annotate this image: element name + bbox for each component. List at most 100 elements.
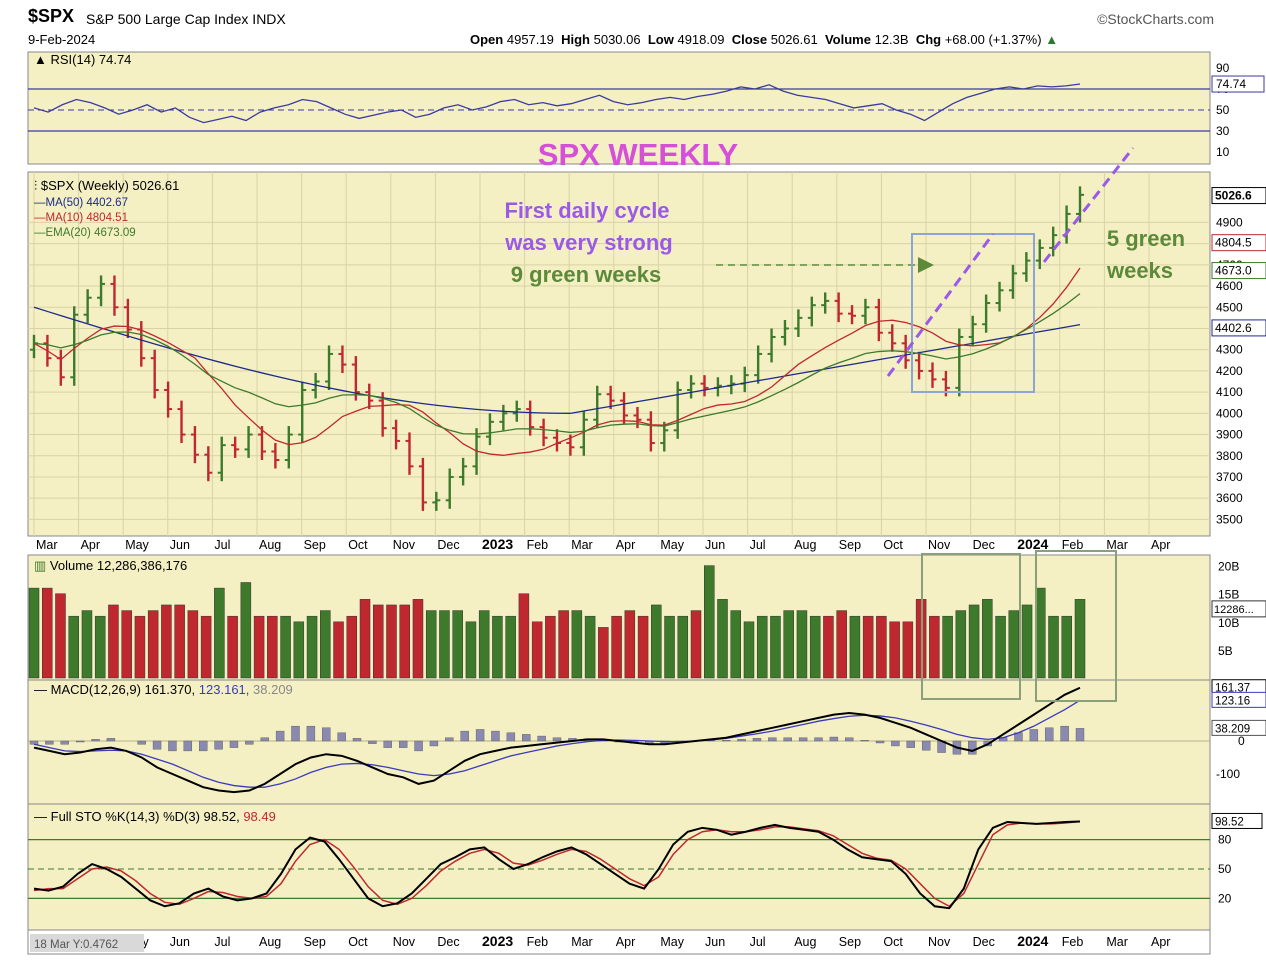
index-name: S&P 500 Large Cap Index INDX	[86, 11, 286, 27]
macd-histogram-bar	[891, 740, 900, 747]
macd-histogram-bar	[306, 725, 316, 742]
bottom-x-tick: Dec	[437, 935, 459, 949]
high-value: 5030.06	[593, 32, 641, 47]
price-bar	[445, 468, 454, 509]
volume-bar	[108, 604, 119, 679]
bottom-x-tick: Nov	[928, 935, 951, 949]
volume-bar	[929, 615, 940, 679]
macd-histogram-bar	[906, 740, 915, 748]
price-bar	[392, 419, 401, 450]
price-x-tick: Oct	[348, 538, 368, 552]
macd-histogram-bar	[522, 734, 531, 742]
volume-bar	[1061, 615, 1073, 679]
stockcharts-logo: ©StockCharts.com	[1097, 11, 1214, 27]
bottom-x-tick: Oct	[348, 935, 368, 949]
annotation-arrow-head	[918, 257, 934, 273]
macd-line	[33, 686, 1081, 794]
logo-text: StockCharts.com	[1107, 11, 1214, 27]
price-bar	[459, 457, 468, 486]
bottom-x-tick: Aug	[794, 935, 816, 949]
price-bar	[834, 292, 843, 323]
price-bar	[955, 328, 964, 397]
volume-bar	[637, 615, 649, 679]
rsi-panel	[27, 51, 1211, 165]
volume-bar	[267, 615, 278, 679]
bottom-axis-strip	[27, 929, 1211, 955]
price-bar	[807, 296, 816, 327]
price-x-tick: Nov	[393, 538, 416, 552]
macd-histogram-bar	[275, 730, 285, 742]
price-x-tick: Dec	[437, 538, 459, 552]
volume-bar	[1074, 599, 1086, 679]
volume-tick: 20B	[1218, 560, 1239, 574]
price-bar	[432, 491, 441, 511]
macd-histogram-bar	[199, 740, 208, 752]
price-value-label: 4402.6	[1215, 321, 1252, 335]
price-value-label: 4673.0	[1215, 264, 1252, 278]
macd-histogram-bar	[460, 730, 469, 742]
price-bar	[217, 436, 226, 482]
price-bar	[687, 375, 696, 399]
price-x-tick: May	[125, 538, 149, 552]
price-x-tick: Mar	[1106, 538, 1128, 552]
macd-histogram-bar	[45, 740, 54, 745]
price-tick: 4600	[1216, 279, 1243, 293]
macd-histogram-bar	[183, 740, 193, 752]
volume-bar	[823, 615, 834, 679]
macd-histogram-bar	[737, 739, 746, 742]
macd-histogram-bar	[722, 740, 731, 742]
volume-bar	[293, 621, 305, 679]
price-x-tick: Feb	[527, 538, 549, 552]
volume-bar	[770, 615, 781, 679]
volume-bar	[320, 610, 331, 679]
price-x-tick: Apr	[81, 538, 100, 552]
price-panel	[27, 171, 1211, 537]
macd-histogram-bar	[137, 740, 146, 745]
volume-bar	[955, 610, 967, 679]
macd-histogram-bar	[768, 737, 777, 742]
price-bar	[700, 375, 709, 397]
price-legend: ⫶ $SPX (Weekly) 5026.61	[34, 178, 179, 193]
price-bar	[405, 432, 414, 475]
volume-bar	[412, 599, 424, 679]
sto-tick: 20	[1218, 891, 1232, 905]
volume-bar	[227, 615, 238, 679]
price-bar	[673, 381, 682, 439]
macd-value-label: 38.209	[1215, 723, 1250, 735]
volume-bar	[439, 610, 450, 679]
macd-histogram-bar	[398, 740, 408, 748]
chart-date: 9-Feb-2024	[28, 32, 96, 47]
volume-bar	[571, 610, 583, 679]
ma10-legend: —MA(10) 4804.51	[34, 212, 128, 224]
volume-bar	[359, 599, 371, 679]
macd-histogram-bar	[152, 740, 162, 750]
volume-layer: 20B 15B 10B 5B 12286...	[28, 560, 1266, 679]
price-bar	[633, 406, 642, 429]
volume-bar	[968, 604, 980, 679]
macd-histogram-bar	[429, 740, 439, 747]
cursor-readout: 18 Mar Y:0.4762	[34, 939, 118, 951]
price-bar	[874, 298, 883, 342]
rsi-tick: 90	[1216, 61, 1230, 75]
price-bar	[338, 345, 347, 374]
sto-tick: 80	[1218, 833, 1232, 847]
macd-signal-line	[33, 699, 1081, 788]
volume-bar	[41, 587, 53, 679]
macd-value-box	[1211, 691, 1266, 708]
macd-histogram-bar	[783, 737, 792, 742]
price-bar	[378, 392, 387, 437]
volume-bar	[478, 610, 490, 679]
price-bar	[606, 385, 615, 410]
price-bar	[593, 385, 602, 429]
price-bar	[821, 292, 830, 314]
sto-value-label: 98.52	[1215, 816, 1244, 828]
rsi-layer: 907050301074.74	[28, 61, 1265, 159]
bottom-x-tick: Sep	[839, 935, 861, 949]
price-x-tick: Jul	[750, 538, 766, 552]
price-bar	[848, 305, 857, 325]
price-tick: 3500	[1216, 512, 1243, 526]
macd-histogram-bar	[368, 740, 377, 744]
volume-box-2	[1035, 550, 1117, 702]
volume-bar	[1008, 610, 1020, 679]
volume-bar	[81, 610, 93, 679]
